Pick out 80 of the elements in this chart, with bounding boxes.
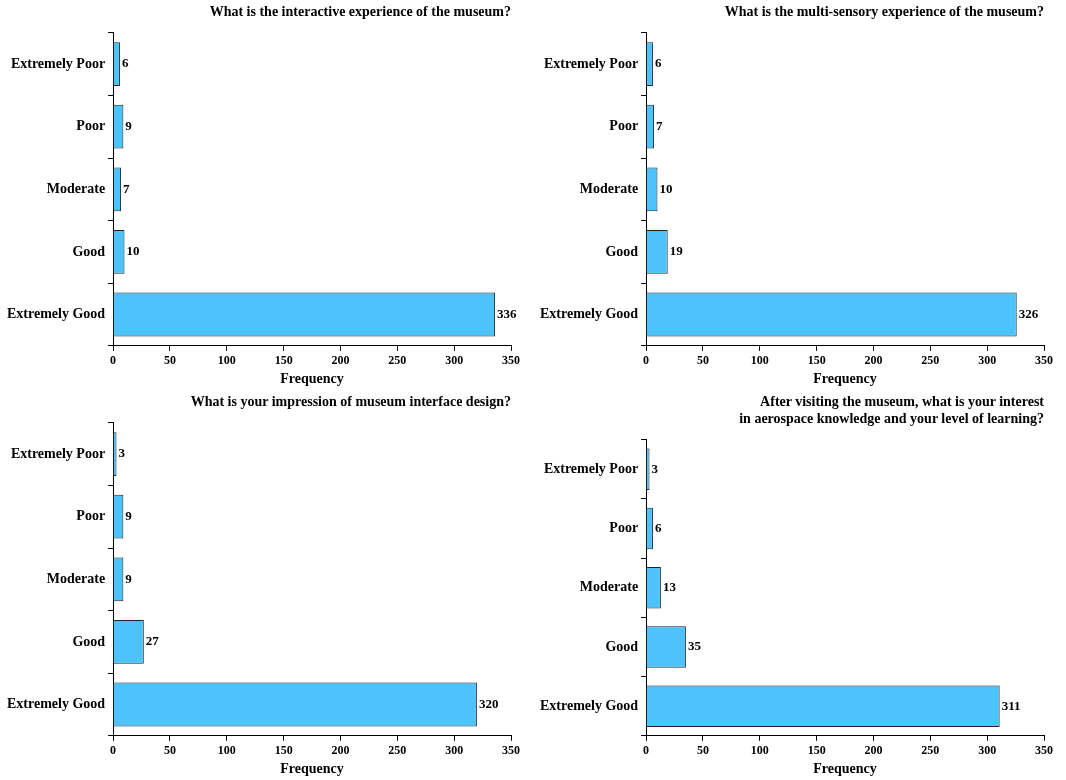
data-label: 6 xyxy=(654,55,662,71)
x-tick-label: 200 xyxy=(331,353,350,368)
data-label: 10 xyxy=(659,180,673,196)
y-tick-label: Extremely Good xyxy=(6,696,106,712)
x-tick-label: 150 xyxy=(274,353,293,368)
x-tick-label: 300 xyxy=(445,353,464,368)
data-label: 13 xyxy=(662,579,677,595)
y-tick-label: Extremely Good xyxy=(6,306,106,322)
x-axis-title: Frequency xyxy=(280,371,344,387)
data-label: 9 xyxy=(125,118,133,134)
x-tick-label: 50 xyxy=(163,743,176,758)
x-tick-label: 150 xyxy=(807,743,826,758)
x-tick-label: 300 xyxy=(978,743,997,758)
y-tick-label: Moderate xyxy=(46,570,106,586)
x-tick-label: 150 xyxy=(274,743,293,758)
y-tick-label: Moderate xyxy=(579,579,639,595)
x-tick-label: 50 xyxy=(696,743,709,758)
y-tick-label: Extremely Poor xyxy=(10,55,106,71)
x-tick-label: 350 xyxy=(1035,743,1053,758)
y-tick-label: Poor xyxy=(76,508,106,524)
chart-title: What is your impression of museum interface design? xyxy=(190,394,511,410)
data-label: 9 xyxy=(125,508,133,524)
data-label: 10 xyxy=(126,243,140,259)
x-tick-label: 250 xyxy=(388,353,407,368)
x-tick-label: 100 xyxy=(750,353,769,368)
x-tick-label: 0 xyxy=(643,743,650,758)
x-tick-label: 300 xyxy=(445,743,464,758)
x-tick-label: 350 xyxy=(502,743,520,758)
x-tick-label: 250 xyxy=(388,743,407,758)
data-label: 3 xyxy=(118,445,126,461)
x-tick-label: 250 xyxy=(921,353,940,368)
data-label: 6 xyxy=(121,55,129,71)
x-tick-label: 150 xyxy=(807,353,826,368)
y-tick-label: Good xyxy=(605,243,639,259)
data-label: 320 xyxy=(478,695,499,711)
data-label: 7 xyxy=(123,180,131,196)
x-tick-label: 50 xyxy=(696,353,709,368)
y-tick-label: Good xyxy=(72,633,106,649)
y-tick-label: Extremely Poor xyxy=(543,55,639,71)
x-tick-label: 200 xyxy=(864,743,883,758)
x-tick-label: 100 xyxy=(750,743,769,758)
data-label: 7 xyxy=(656,118,664,134)
x-tick-label: 200 xyxy=(331,743,350,758)
data-label: 336 xyxy=(497,305,518,321)
x-tick-label: 250 xyxy=(921,743,940,758)
x-tick-label: 100 xyxy=(217,353,236,368)
data-label: 35 xyxy=(687,638,702,654)
x-axis-title: Frequency xyxy=(280,761,344,777)
y-tick-label: Good xyxy=(72,243,106,259)
data-label: 9 xyxy=(125,570,133,586)
x-tick-label: 100 xyxy=(217,743,236,758)
y-tick-label: Moderate xyxy=(579,180,639,196)
x-tick-label: 0 xyxy=(110,743,117,758)
x-tick-label: 0 xyxy=(110,353,117,368)
x-tick-label: 200 xyxy=(864,353,883,368)
y-tick-label: Extremely Good xyxy=(539,306,639,322)
y-tick-label: Moderate xyxy=(46,180,106,196)
y-tick-label: Poor xyxy=(609,118,639,134)
y-tick-label: Poor xyxy=(609,520,639,536)
chart-title: After visiting the museum, what is your interest in aerospace knowledge and your level of learning? xyxy=(739,394,1045,426)
y-tick-label: Good xyxy=(605,638,639,654)
y-tick-label: Poor xyxy=(76,118,106,134)
data-label: 311 xyxy=(1001,697,1021,713)
x-axis-title: Frequency xyxy=(813,761,877,777)
x-tick-label: 0 xyxy=(643,353,650,368)
y-tick-label: Extremely Poor xyxy=(543,460,639,476)
x-tick-label: 300 xyxy=(978,353,997,368)
data-label: 27 xyxy=(145,633,160,649)
data-label: 326 xyxy=(1018,305,1039,321)
chart-title: What is the multi-sensory experience of the museum? xyxy=(724,4,1044,20)
data-label: 6 xyxy=(654,519,662,535)
chart-title: What is the interactive experience of the museum? xyxy=(209,4,511,20)
y-tick-label: Extremely Good xyxy=(539,697,639,713)
data-label: 3 xyxy=(651,460,659,476)
x-axis-title: Frequency xyxy=(813,371,877,387)
x-tick-label: 350 xyxy=(1035,353,1053,368)
data-label: 19 xyxy=(669,243,684,259)
y-tick-label: Extremely Poor xyxy=(10,445,106,461)
x-tick-label: 350 xyxy=(502,353,520,368)
x-tick-label: 50 xyxy=(163,353,176,368)
